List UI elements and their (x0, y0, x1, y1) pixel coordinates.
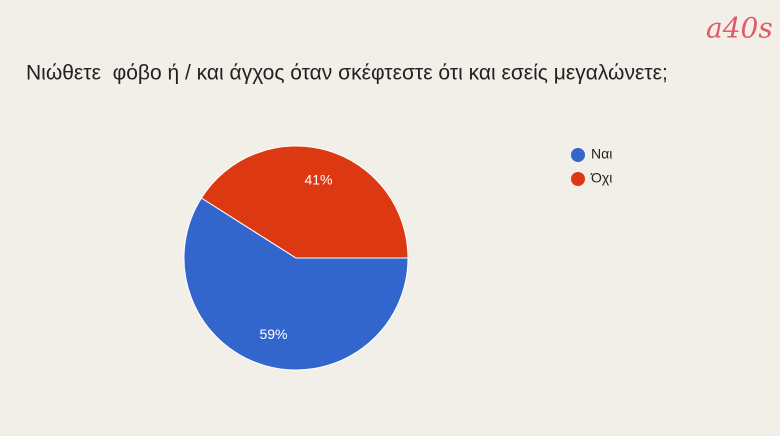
pie-slice (183, 197, 409, 371)
pie-slice (200, 145, 409, 259)
value-label: 59% (259, 326, 287, 342)
value-label: 41% (304, 171, 332, 187)
brand-logo: a40s (706, 12, 773, 45)
legend-swatch (571, 148, 585, 162)
legend-label: Ναι (591, 146, 612, 162)
legend-swatch (571, 172, 585, 186)
legend-label: Όχι (590, 170, 612, 186)
chart-title: Νιώθετε φόβο ή / και άγχος όταν σκέφτεστ… (26, 62, 668, 85)
